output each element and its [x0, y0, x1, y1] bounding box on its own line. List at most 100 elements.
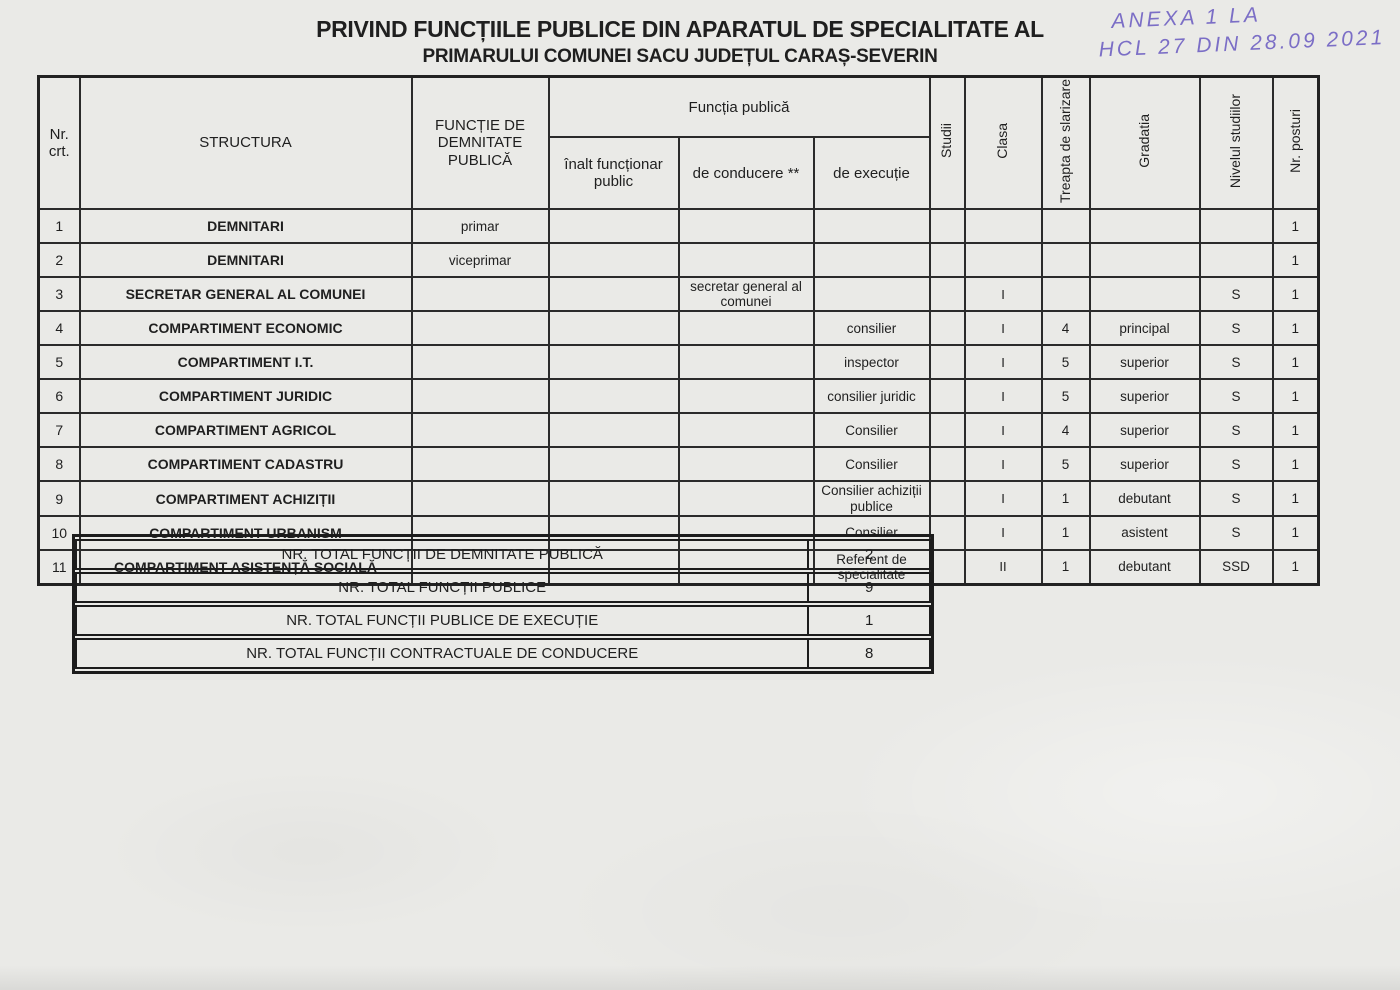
cell-structura: COMPARTIMENT ASISTENȚĂ SOCIALĂ: [78, 548, 413, 586]
header-nr-crt: Nr. crt.: [37, 75, 81, 211]
header-posturi: Nr. posturi: [1271, 75, 1320, 211]
cell-inalt: [547, 378, 680, 415]
cell-nivelul: S: [1198, 480, 1274, 517]
table-body: 1 DEMNITARI primar 1 2 DEMNITARI viceprimar 1 3 S…: [37, 208, 1320, 586]
cell-conducere: [677, 446, 815, 483]
totals-row: NR. TOTAL FUNCȚII PUBLICE DE EXECUȚIE 1: [75, 605, 931, 636]
cell-gradatia: superior: [1088, 344, 1201, 381]
cell-posturi: 1: [1271, 446, 1320, 483]
cell-nivelul: SSD: [1198, 548, 1274, 586]
cell-conducere: [677, 242, 815, 279]
cell-treapta: 4: [1040, 310, 1091, 347]
cell-nivelul: S: [1198, 378, 1274, 415]
cell-executie: [812, 208, 931, 245]
cell-studii: [928, 242, 966, 279]
cell-executie: [812, 242, 931, 279]
header-inalt-functionar: înalt funcționar public: [547, 136, 680, 211]
cell-clasa: I: [963, 412, 1043, 449]
cell-posturi: 1: [1271, 344, 1320, 381]
cell-posturi: 1: [1271, 242, 1320, 279]
cell-structura: COMPARTIMENT I.T.: [78, 344, 413, 381]
totals-table: NR. TOTAL FUNCȚII DE DEMNITATE PUBLICĂ 2 N…: [75, 537, 931, 671]
cell-nr: 7: [37, 412, 81, 449]
cell-treapta: 4: [1040, 412, 1091, 449]
cell-structura: COMPARTIMENT CADASTRU: [78, 446, 413, 483]
cell-studii: [928, 412, 966, 449]
cell-nivelul: [1198, 208, 1274, 245]
cell-treapta: [1040, 242, 1091, 279]
cell-treapta: 1: [1040, 480, 1091, 517]
cell-treapta: 5: [1040, 378, 1091, 415]
cell-clasa: [963, 242, 1043, 279]
cell-treapta: 1: [1040, 548, 1091, 586]
cell-gradatia: principal: [1088, 310, 1201, 347]
cell-structura: COMPARTIMENT JURIDIC: [78, 378, 413, 415]
totals-label: NR. TOTAL FUNCȚII DE DEMNITATE PUBLICĂ: [75, 539, 810, 570]
cell-demnitate: viceprimar: [410, 242, 550, 279]
cell-demnitate: primar: [410, 208, 550, 245]
table-row: 7 COMPARTIMENT AGRICOL Consilier I 4 superior…: [37, 412, 1320, 449]
cell-gradatia: asistent: [1088, 514, 1201, 551]
cell-gradatia: superior: [1088, 446, 1201, 483]
cell-demnitate: [410, 446, 550, 483]
cell-studii: [928, 344, 966, 381]
cell-demnitate: [410, 480, 550, 517]
staffing-table: Nr. crt. STRUCTURA FUNCȚIE DE DEMNITATE …: [37, 75, 1321, 586]
cell-studii: [928, 446, 966, 483]
cell-clasa: I: [963, 514, 1043, 551]
cell-structura: SECRETAR GENERAL AL COMUNEI: [78, 276, 413, 313]
header-de-executie: de execuție: [812, 136, 931, 211]
table-row: 1 DEMNITARI primar 1: [37, 208, 1320, 245]
table-row: 4 COMPARTIMENT ECONOMIC consilier I 4 princip…: [37, 310, 1320, 347]
cell-clasa: I: [963, 344, 1043, 381]
cell-clasa: II: [963, 548, 1043, 586]
cell-structura: COMPARTIMENT ECONOMIC: [78, 310, 413, 347]
cell-demnitate: [410, 514, 550, 551]
cell-nr: 8: [37, 446, 81, 483]
cell-nivelul: S: [1198, 310, 1274, 347]
title-line-2: PRIMARULUI COMUNEI SACU JUDEȚUL CARAȘ-SE…: [422, 46, 938, 67]
cell-executie: consilier juridic: [812, 378, 931, 415]
cell-demnitate: [410, 378, 550, 415]
totals-value: 1: [809, 605, 931, 636]
header-structura: STRUCTURA: [78, 75, 413, 211]
cell-inalt: [547, 310, 680, 347]
cell-conducere: [677, 310, 815, 347]
totals-label: NR. TOTAL FUNCȚII CONTRACTUALE DE CONDUC…: [75, 638, 810, 669]
totals-body: NR. TOTAL FUNCȚII DE DEMNITATE PUBLICĂ 2 N…: [75, 539, 931, 669]
cell-gradatia: debutant: [1088, 548, 1201, 586]
table-row: 3 SECRETAR GENERAL AL COMUNEI secretar gen…: [37, 276, 1320, 313]
cell-nr: 5: [37, 344, 81, 381]
cell-inalt: [547, 344, 680, 381]
cell-demnitate: [410, 276, 550, 313]
cell-nivelul: S: [1198, 446, 1274, 483]
cell-clasa: [963, 208, 1043, 245]
cell-inalt: [547, 208, 680, 245]
totals-value: 2: [809, 539, 931, 570]
table-header: Nr. crt. STRUCTURA FUNCȚIE DE DEMNITATE …: [37, 75, 1320, 211]
cell-posturi: 1: [1271, 276, 1320, 313]
cell-studii: [928, 480, 966, 517]
cell-conducere: [677, 480, 815, 517]
table-row: 8 COMPARTIMENT CADASTRU Consilier I 5 superio…: [37, 446, 1320, 483]
cell-conducere: [677, 344, 815, 381]
cell-studii: [928, 208, 966, 245]
cell-conducere: secretar general al comunei: [677, 276, 815, 313]
cell-clasa: I: [963, 378, 1043, 415]
cell-treapta: [1040, 276, 1091, 313]
document-title: PRIVIND FUNCȚIILE PUBLICE DIN APARATUL D…: [0, 16, 1360, 68]
cell-nivelul: [1198, 242, 1274, 279]
table-row: 1 1 COMPARTIMENT ASISTENȚĂ SOCIALĂ Referent…: [37, 548, 1320, 586]
header-treapta: Treapta de slarizare: [1040, 75, 1091, 211]
header-nivelul: Nivelul studiilor: [1198, 75, 1274, 211]
cell-executie: Consilier: [812, 446, 931, 483]
cell-gradatia: superior: [1088, 378, 1201, 415]
totals-value: 8: [809, 638, 931, 669]
cell-inalt: [547, 446, 680, 483]
header-gradatia: Gradatia: [1088, 75, 1201, 211]
table-row: 6 COMPARTIMENT JURIDIC consilier juridic I 5…: [37, 378, 1320, 415]
cell-executie: Referent de specialitate: [812, 548, 931, 586]
cell-gradatia: superior: [1088, 412, 1201, 449]
totals-value: 9: [809, 572, 931, 603]
